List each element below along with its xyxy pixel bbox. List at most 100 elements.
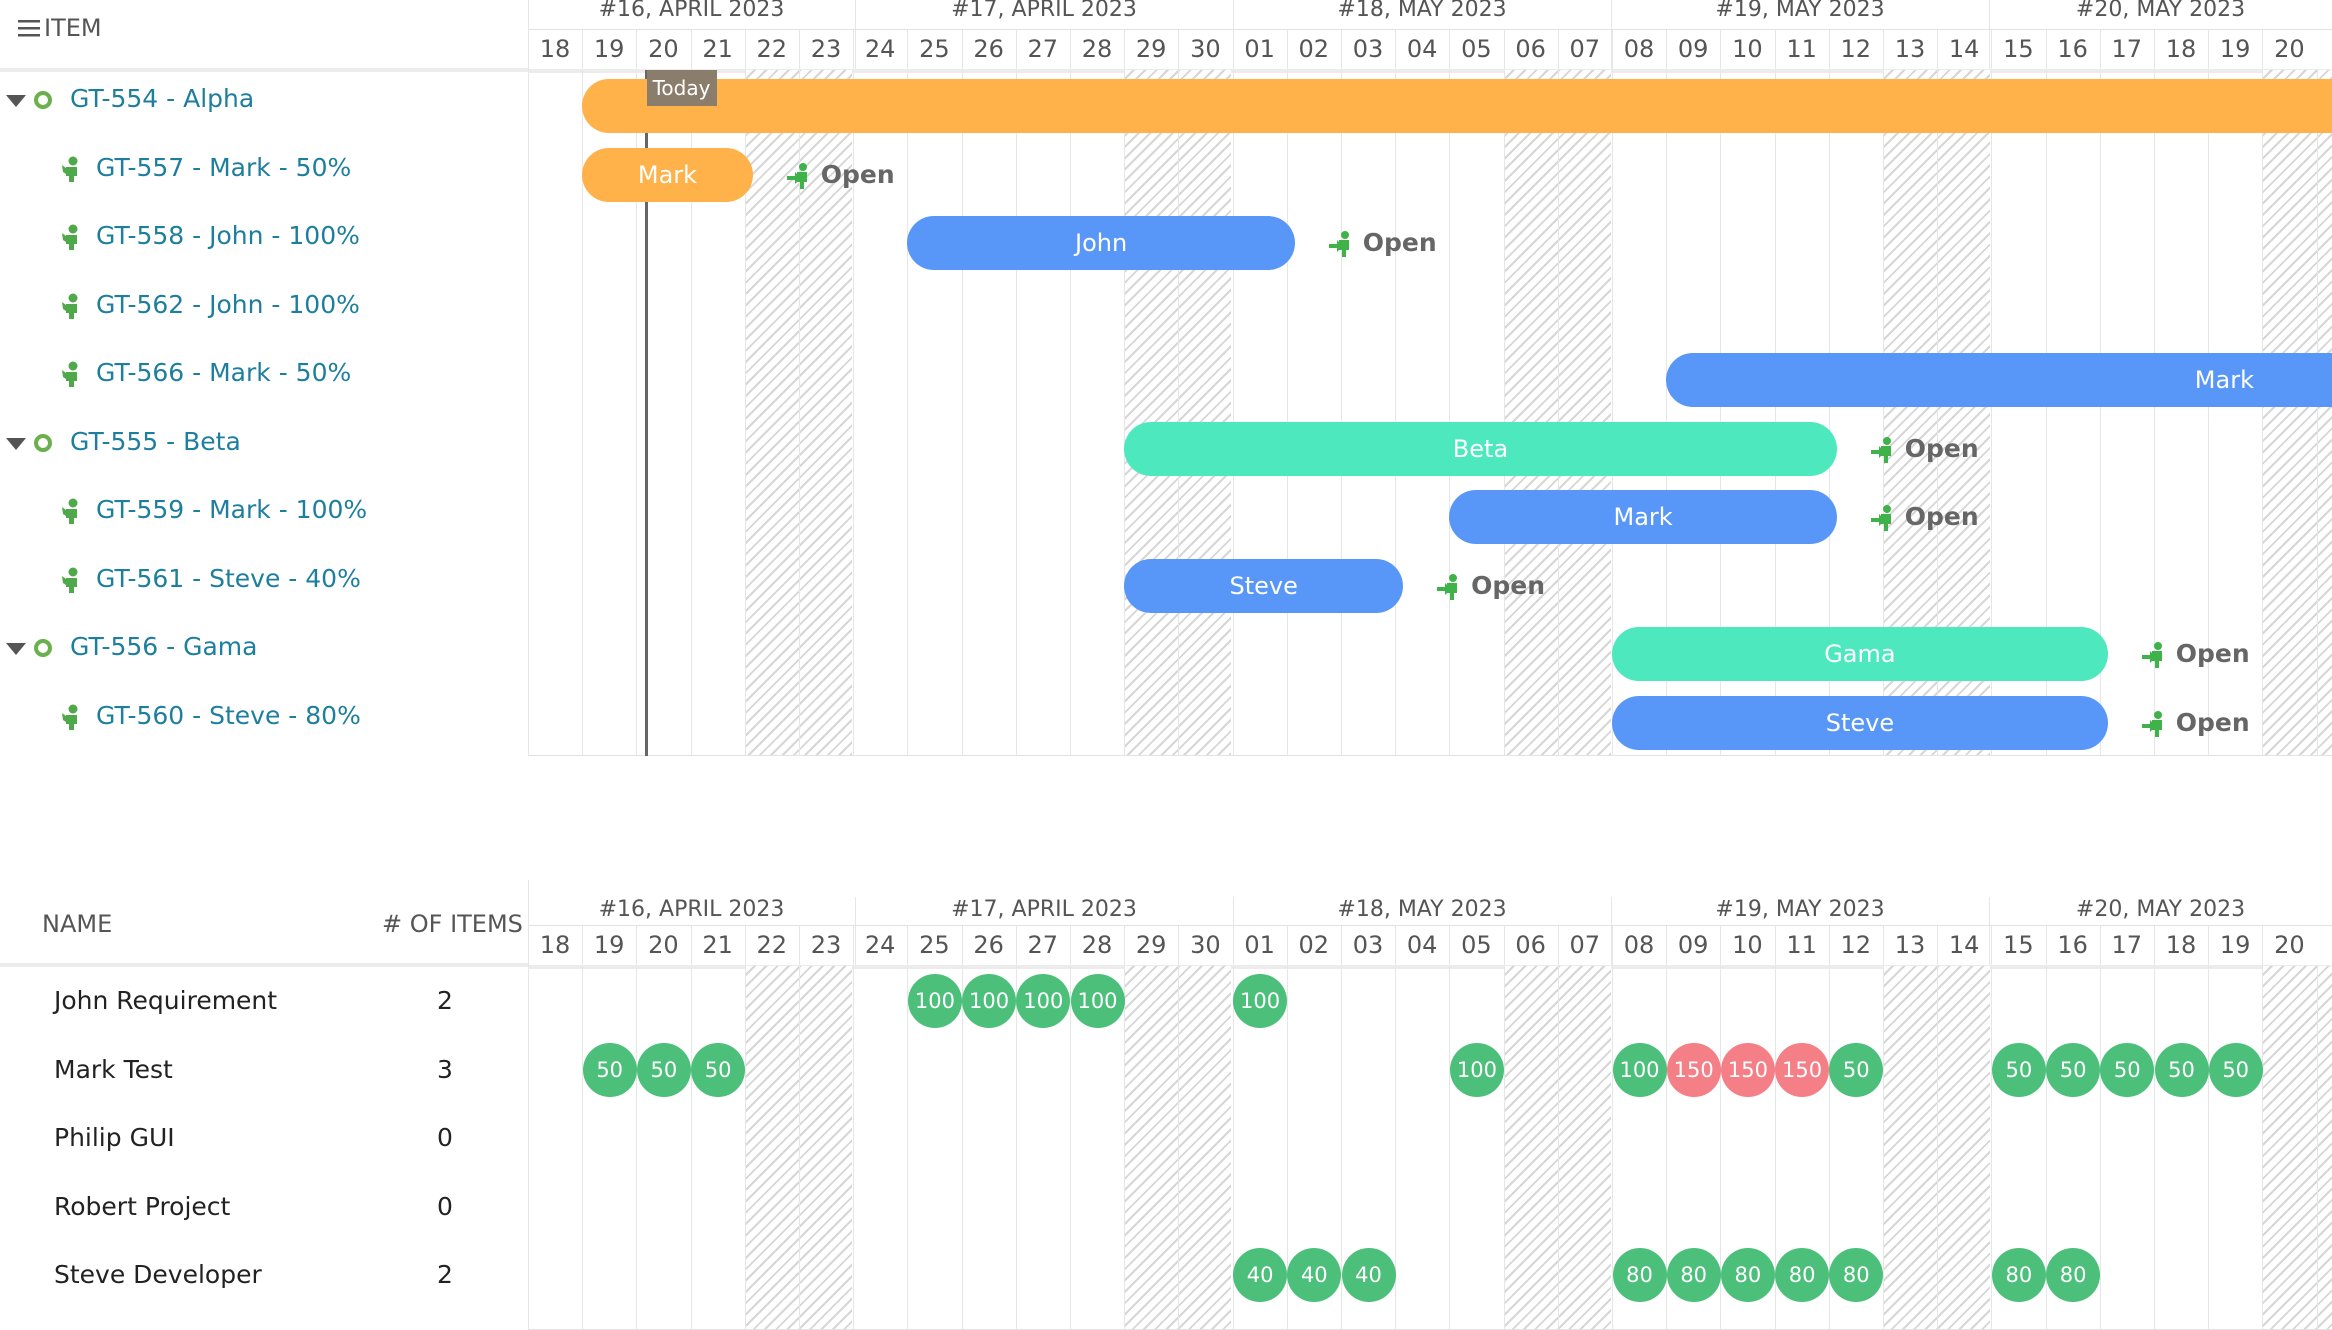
resource-row[interactable]: John Requirement 2 (0, 968, 528, 1036)
load-circle[interactable]: 40 (1287, 1248, 1342, 1302)
load-circle[interactable]: 50 (2046, 1042, 2101, 1097)
day-divider (907, 925, 909, 965)
collapse-caret-icon[interactable] (6, 437, 26, 450)
load-circle[interactable]: 100 (1449, 1042, 1504, 1097)
open-status[interactable]: Open (1870, 497, 1979, 537)
task-bar[interactable]: Mark (1666, 353, 2332, 407)
tree-group-row[interactable]: GT-554 - Alpha (0, 65, 528, 133)
open-status-label: Open (2175, 639, 2250, 668)
load-circle[interactable]: 80 (1666, 1248, 1721, 1302)
load-circle[interactable]: 100 (962, 974, 1017, 1028)
grid-column-line (528, 966, 529, 1330)
load-circle[interactable]: 50 (1991, 1042, 2046, 1097)
task-label[interactable]: GT-559 - Mark - 100% (96, 495, 368, 524)
group-label[interactable]: GT-556 - Gama (70, 632, 258, 661)
name-column-header[interactable]: NAME (42, 910, 113, 938)
open-status[interactable]: Open (1437, 566, 1545, 606)
collapse-caret-icon[interactable] (6, 643, 26, 655)
task-bar[interactable]: Mark (1449, 490, 1837, 544)
resource-item-count: 0 (437, 1191, 453, 1221)
grid-column-line (528, 70, 529, 756)
day-header: 28 (1081, 931, 1113, 959)
load-circle[interactable]: 100 (1233, 974, 1288, 1028)
load-circle[interactable]: 100 (907, 974, 962, 1028)
grid-column-line (1503, 966, 1505, 1330)
open-status[interactable]: Open (1870, 429, 1979, 469)
load-circle[interactable]: 80 (2046, 1248, 2101, 1302)
task-bar[interactable]: Mark (582, 147, 753, 202)
task-label[interactable]: GT-557 - Mark - 50% (96, 152, 352, 182)
day-header: 14 (1948, 931, 1980, 959)
load-circle[interactable]: 50 (691, 1042, 746, 1097)
load-circle[interactable]: 40 (1341, 1248, 1396, 1302)
load-circle[interactable]: 150 (1720, 1042, 1775, 1097)
load-circle[interactable]: 80 (1991, 1248, 2046, 1302)
task-label[interactable]: GT-558 - John - 100% (96, 221, 360, 250)
day-header: 19 (593, 35, 625, 63)
task-bar[interactable]: John (907, 216, 1295, 270)
weekend-shade (1503, 966, 1611, 1330)
day-divider (2154, 925, 2155, 965)
load-circle[interactable]: 50 (2154, 1042, 2209, 1097)
task-bar[interactable]: Gama (1612, 627, 2108, 681)
collapse-caret-icon[interactable] (6, 95, 26, 107)
load-circle[interactable]: 100 (1016, 974, 1071, 1028)
load-circle[interactable]: 80 (1829, 1248, 1884, 1302)
open-status[interactable]: Open (1328, 223, 1437, 263)
grid-column-line (1232, 966, 1234, 1330)
tree-task-row[interactable]: GT-562 - John - 100% (0, 271, 528, 339)
weekend-shade (744, 70, 852, 756)
tree-group-row[interactable]: GT-556 - Gama (0, 613, 528, 681)
task-label[interactable]: GT-562 - John - 100% (96, 289, 360, 319)
open-status[interactable]: Open (786, 155, 895, 195)
day-divider (1612, 925, 1613, 965)
load-circle[interactable]: 50 (2208, 1042, 2263, 1097)
resource-row[interactable]: Philip GUI 0 (0, 1105, 528, 1173)
load-circle[interactable]: 40 (1233, 1248, 1288, 1302)
resource-item-count: 3 (437, 1054, 453, 1084)
group-label[interactable]: GT-554 - Alpha (70, 84, 255, 113)
week-header: #17, APRIL 2023 (951, 0, 1137, 22)
load-circle[interactable]: 150 (1775, 1042, 1830, 1097)
count-column-header[interactable]: # OF ITEMS (382, 910, 523, 938)
tree-task-row[interactable]: GT-566 - Mark - 50% (0, 339, 528, 407)
open-status[interactable]: Open (2141, 703, 2250, 743)
task-label[interactable]: GT-560 - Steve - 80% (96, 700, 361, 730)
task-bar[interactable] (582, 79, 2332, 133)
task-bar[interactable]: Steve (1124, 558, 1404, 613)
resource-row[interactable]: Mark Test 3 (0, 1037, 528, 1105)
resource-row[interactable]: Steve Developer 2 (0, 1242, 528, 1310)
task-bar[interactable]: Steve (1612, 695, 2108, 750)
load-circle[interactable]: 80 (1612, 1248, 1667, 1302)
resource-row[interactable]: Robert Project 0 (0, 1174, 528, 1242)
load-circle[interactable]: 100 (1070, 974, 1125, 1028)
tree-task-row[interactable]: GT-559 - Mark - 100% (0, 476, 528, 544)
day-divider (1828, 925, 1830, 965)
task-label[interactable]: GT-566 - Mark - 50% (96, 358, 352, 387)
open-status[interactable]: Open (2141, 634, 2250, 674)
person-icon (60, 224, 82, 250)
grid-column-line (1232, 70, 1234, 756)
day-header: 26 (973, 35, 1004, 63)
tree-group-row[interactable]: GT-555 - Beta (0, 408, 528, 476)
group-label[interactable]: GT-555 - Beta (70, 426, 241, 456)
week-divider (1611, 0, 1612, 69)
load-circle[interactable]: 80 (1720, 1248, 1775, 1302)
day-header: 25 (919, 931, 950, 959)
task-label[interactable]: GT-561 - Steve - 40% (96, 563, 361, 593)
tree-task-row[interactable]: GT-560 - Steve - 80% (0, 682, 528, 750)
load-circle[interactable]: 100 (1612, 1042, 1667, 1097)
load-circle[interactable]: 50 (2100, 1042, 2155, 1097)
load-circle[interactable]: 50 (582, 1042, 637, 1097)
load-circle[interactable]: 80 (1775, 1248, 1830, 1302)
load-circle[interactable]: 50 (636, 1042, 691, 1097)
load-circle[interactable]: 150 (1666, 1042, 1721, 1097)
menu-icon[interactable] (18, 18, 40, 38)
task-bar[interactable]: Beta (1124, 421, 1837, 476)
day-header: 27 (1027, 931, 1059, 959)
tree-task-row[interactable]: GT-558 - John - 100% (0, 202, 528, 270)
tree-task-row[interactable]: GT-557 - Mark - 50% (0, 134, 528, 202)
load-circle[interactable]: 50 (1829, 1042, 1884, 1097)
tree-task-row[interactable]: GT-561 - Steve - 40% (0, 545, 528, 613)
grid-column-line (1015, 966, 1017, 1330)
